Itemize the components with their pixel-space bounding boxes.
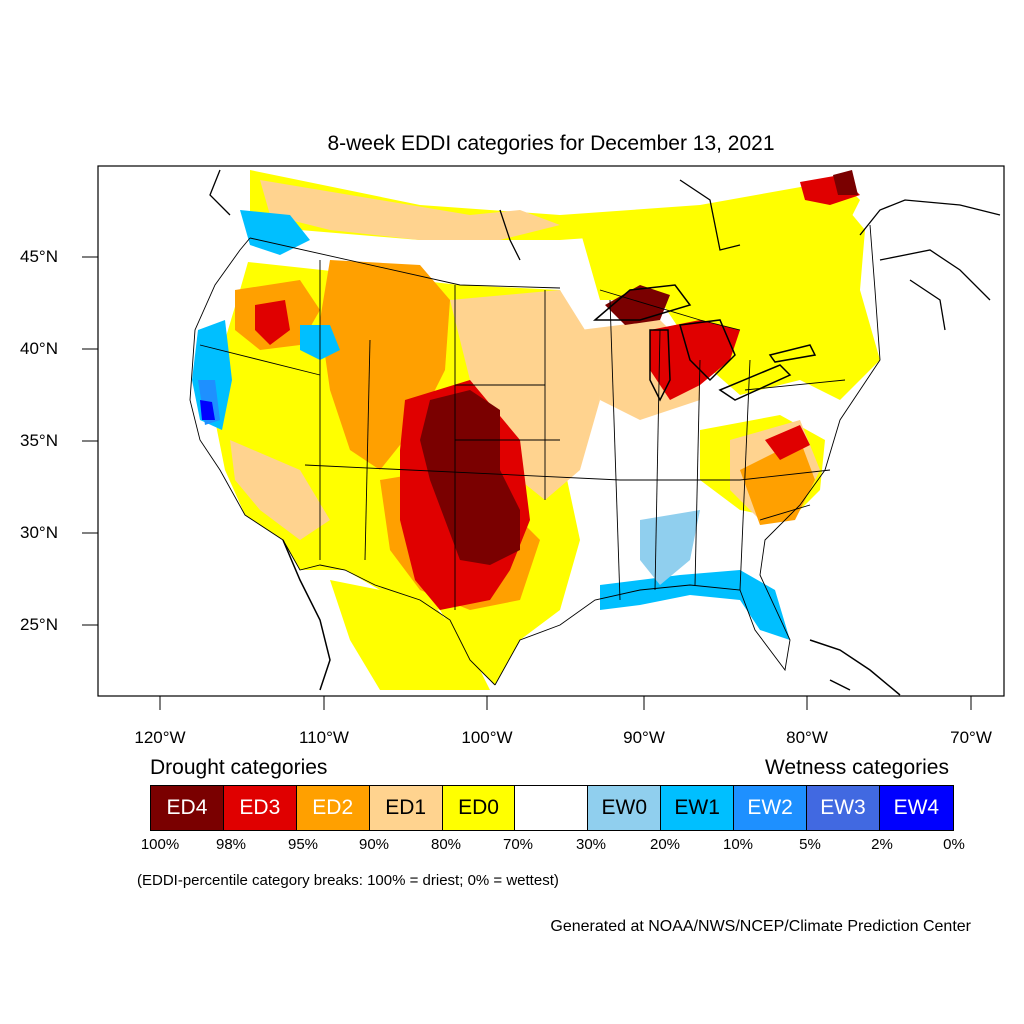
lon-label-110: 110°W: [299, 728, 349, 747]
credit-line: Generated at NOAA/NWS/NCEP/Climate Predi…: [550, 918, 971, 935]
swatch-ed4-label: ED4: [166, 796, 208, 819]
ed0-region-northeast: [580, 200, 880, 400]
lat-label-40: 40°N: [20, 339, 58, 358]
swatch-ew2-label: EW2: [747, 796, 793, 819]
ed4-region-plains: [420, 390, 520, 565]
ed4-region-canada-ne: [833, 170, 858, 195]
canada-coastlines: [209, 169, 1001, 331]
swatch-ew2: EW2: [734, 786, 808, 830]
swatch-ew3: EW3: [807, 786, 880, 830]
swatch-ed3-label: ED3: [239, 796, 281, 819]
lake-michigan: [649, 329, 671, 402]
swatch-ew4: EW4: [879, 786, 953, 830]
swatch-ew0-label: EW0: [601, 796, 648, 819]
break-label-2: 2%: [871, 836, 893, 853]
lat-ticks: [82, 256, 98, 626]
break-label-95: 95%: [287, 836, 319, 853]
lake-erie: [718, 364, 792, 401]
wetness-heading: Wetness categories: [764, 756, 949, 779]
great-lakes: [592, 284, 817, 402]
break-label-20: 20%: [649, 836, 681, 853]
ed1-region-plains: [450, 290, 600, 500]
lat-label-30: 30°N: [20, 523, 58, 542]
swatch-ed3: ED3: [223, 786, 297, 830]
swatch-ed4: ED4: [151, 786, 224, 830]
ed2-region-southeast: [740, 440, 815, 525]
plot-frame: [97, 165, 1005, 697]
swatch-neutral: [515, 786, 589, 830]
break-label-10: 10%: [722, 836, 754, 853]
map-title: 8-week EDDI categories for December 13, …: [327, 132, 775, 155]
swatch-ew4-label: EW4: [893, 796, 940, 819]
ed3-region-great-lakes: [650, 320, 740, 400]
lon-label-80: 80°W: [786, 728, 828, 747]
ed3-region-virginia: [765, 425, 810, 460]
lon-label-70: 70°W: [950, 728, 992, 747]
lat-label-35: 35°N: [20, 431, 58, 450]
swatch-ed0-label: ED0: [458, 796, 499, 819]
ed4-region-lake-michigan: [605, 285, 670, 325]
swatch-ed1: ED1: [369, 786, 443, 830]
lon-label-100: 100°W: [461, 728, 513, 747]
break-label-30: 30%: [575, 836, 607, 853]
break-label-98: 98%: [215, 836, 247, 853]
break-label-0: 0%: [943, 836, 965, 853]
drought-heading: Drought categories: [150, 756, 328, 779]
lat-label-25: 25°N: [20, 615, 58, 634]
swatch-ed1-label: ED1: [385, 796, 427, 819]
swatch-ed0: ED0: [442, 786, 516, 830]
lake-huron: [679, 319, 736, 382]
break-label-5: 5%: [799, 836, 821, 853]
break-label-90: 90%: [358, 836, 390, 853]
ed0-region-south-tx: [330, 580, 490, 690]
swatch-ew0: EW0: [588, 786, 662, 830]
swatch-ew1-label: EW1: [674, 796, 720, 819]
lon-label-90: 90°W: [623, 728, 665, 747]
swatch-ew1: EW1: [661, 786, 735, 830]
ed1-region-southwest: [230, 440, 330, 540]
swatch-ed2: ED2: [296, 786, 370, 830]
lat-label-45: 45°N: [20, 247, 58, 266]
swatch-ew3-label: EW3: [820, 796, 866, 819]
break-label-70: 70%: [502, 836, 534, 853]
island-coastlines: [282, 539, 901, 696]
ew-region-washington: [240, 210, 310, 255]
lake-superior: [592, 284, 692, 321]
legend-colorbar: ED4 ED3 ED2 ED1 ED0 EW0 EW1 EW2 EW3 EW4: [150, 785, 954, 831]
lon-ticks: [159, 696, 972, 710]
ed3-region-northwest: [255, 300, 290, 345]
ew-region-pacific-coast-extreme: [200, 400, 215, 420]
ew-region-gulf-coast: [600, 570, 790, 640]
ew-region-mississippi: [640, 510, 700, 585]
lake-ontario: [768, 344, 817, 363]
ed1-region-canada: [260, 180, 560, 240]
swatch-ed2-label: ED2: [312, 796, 354, 819]
break-label-80: 80%: [430, 836, 462, 853]
break-label-100: 100%: [140, 836, 180, 853]
lon-label-120: 120°W: [134, 728, 186, 747]
category-breaks-note: (EDDI-percentile category breaks: 100% =…: [137, 872, 559, 889]
